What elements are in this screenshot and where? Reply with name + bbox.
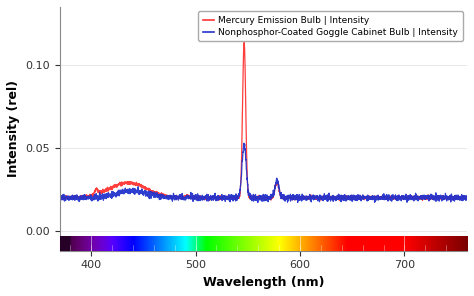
Legend: Mercury Emission Bulb | Intensity, Nonphosphor-Coated Goggle Cabinet Bulb | Inte: Mercury Emission Bulb | Intensity, Nonph… xyxy=(198,12,463,41)
X-axis label: Wavelength (nm): Wavelength (nm) xyxy=(203,276,324,289)
Y-axis label: Intensity (rel): Intensity (rel) xyxy=(7,80,20,177)
